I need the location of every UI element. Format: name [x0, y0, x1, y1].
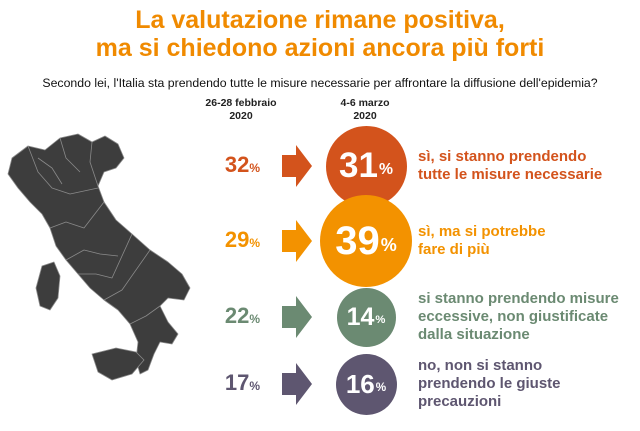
arrow-shape: [282, 145, 312, 187]
percent-sign: %: [375, 380, 387, 394]
answer-label-line: no, non si stanno: [418, 357, 543, 374]
percent-sign: %: [380, 235, 397, 256]
arrow-shape: [282, 296, 312, 338]
answer-label-line: fare di più: [418, 241, 490, 258]
answer-label-line: eccessive, non giustificate: [418, 308, 609, 325]
answer-label-line: sì, ma si potrebbe: [418, 223, 546, 240]
chart-title-line2: ma si chiedono azioni ancora più forti: [95, 34, 545, 62]
answer-label: si stanno prendendo misure eccessive, non…: [418, 290, 619, 344]
current-value-number: 16: [345, 368, 375, 399]
current-value-number: 39: [335, 218, 380, 263]
column-header-current-year: 2020: [353, 110, 377, 122]
answer-label-line: dalla situazione: [418, 326, 530, 343]
current-value-number: 14: [346, 302, 375, 331]
answer-label: no, non si stanno prendendo le giuste prec…: [418, 357, 561, 411]
percent-sign: %: [249, 379, 260, 393]
answer-label-line: si stanno prendendo misure: [418, 290, 619, 307]
current-value-number: 31: [339, 146, 378, 185]
italy-map-icon: [7, 133, 191, 381]
survey-question: Secondo lei, l'Italia sta prendendo tutt…: [42, 76, 598, 90]
column-header-previous-year: 2020: [229, 110, 253, 122]
answer-label: sì, ma si potrebbe fare di più: [418, 223, 546, 259]
column-header-previous: 26-28 febbraio 2020: [196, 97, 286, 123]
percent-sign: %: [378, 161, 393, 179]
column-header-current: 4-6 marzo 2020: [320, 97, 410, 123]
answer-label-line: prendendo le giuste: [418, 375, 561, 392]
percent-sign: %: [375, 314, 386, 327]
column-header-previous-dates: 26-28 febbraio: [205, 97, 277, 109]
column-header-current-dates: 4-6 marzo: [340, 97, 390, 109]
answer-label-line: tutte le misure necessarie: [418, 166, 603, 183]
previous-value-number: 29: [224, 227, 250, 252]
previous-value: 32%: [200, 152, 260, 181]
arrow-right-icon: [282, 145, 312, 187]
previous-value-number: 32: [224, 152, 250, 177]
previous-value: 29%: [200, 227, 260, 256]
answer-label: sì, si stanno prendendo tutte le misure n…: [418, 148, 602, 184]
answer-label-line: precauzioni: [418, 393, 502, 410]
current-value-circle: 16%: [335, 353, 397, 415]
previous-value-number: 17: [224, 370, 250, 395]
previous-value: 22%: [200, 303, 260, 332]
percent-sign: %: [249, 236, 260, 250]
arrow-right-icon: [282, 363, 312, 405]
arrow-shape: [282, 220, 312, 262]
answer-label-line: sì, si stanno prendendo: [418, 148, 587, 165]
arrow-right-icon: [282, 220, 312, 262]
current-value-circle: 14%: [336, 287, 396, 347]
chart-title-line1: La valutazione rimane positiva,: [135, 6, 505, 34]
current-value-circle: 31%: [325, 125, 407, 207]
arrow-right-icon: [282, 296, 312, 338]
previous-value-number: 22: [224, 303, 250, 328]
percent-sign: %: [249, 161, 260, 175]
current-value-circle: 39%: [320, 195, 412, 287]
percent-sign: %: [249, 312, 260, 326]
arrow-shape: [282, 363, 312, 405]
previous-value: 17%: [200, 370, 260, 399]
